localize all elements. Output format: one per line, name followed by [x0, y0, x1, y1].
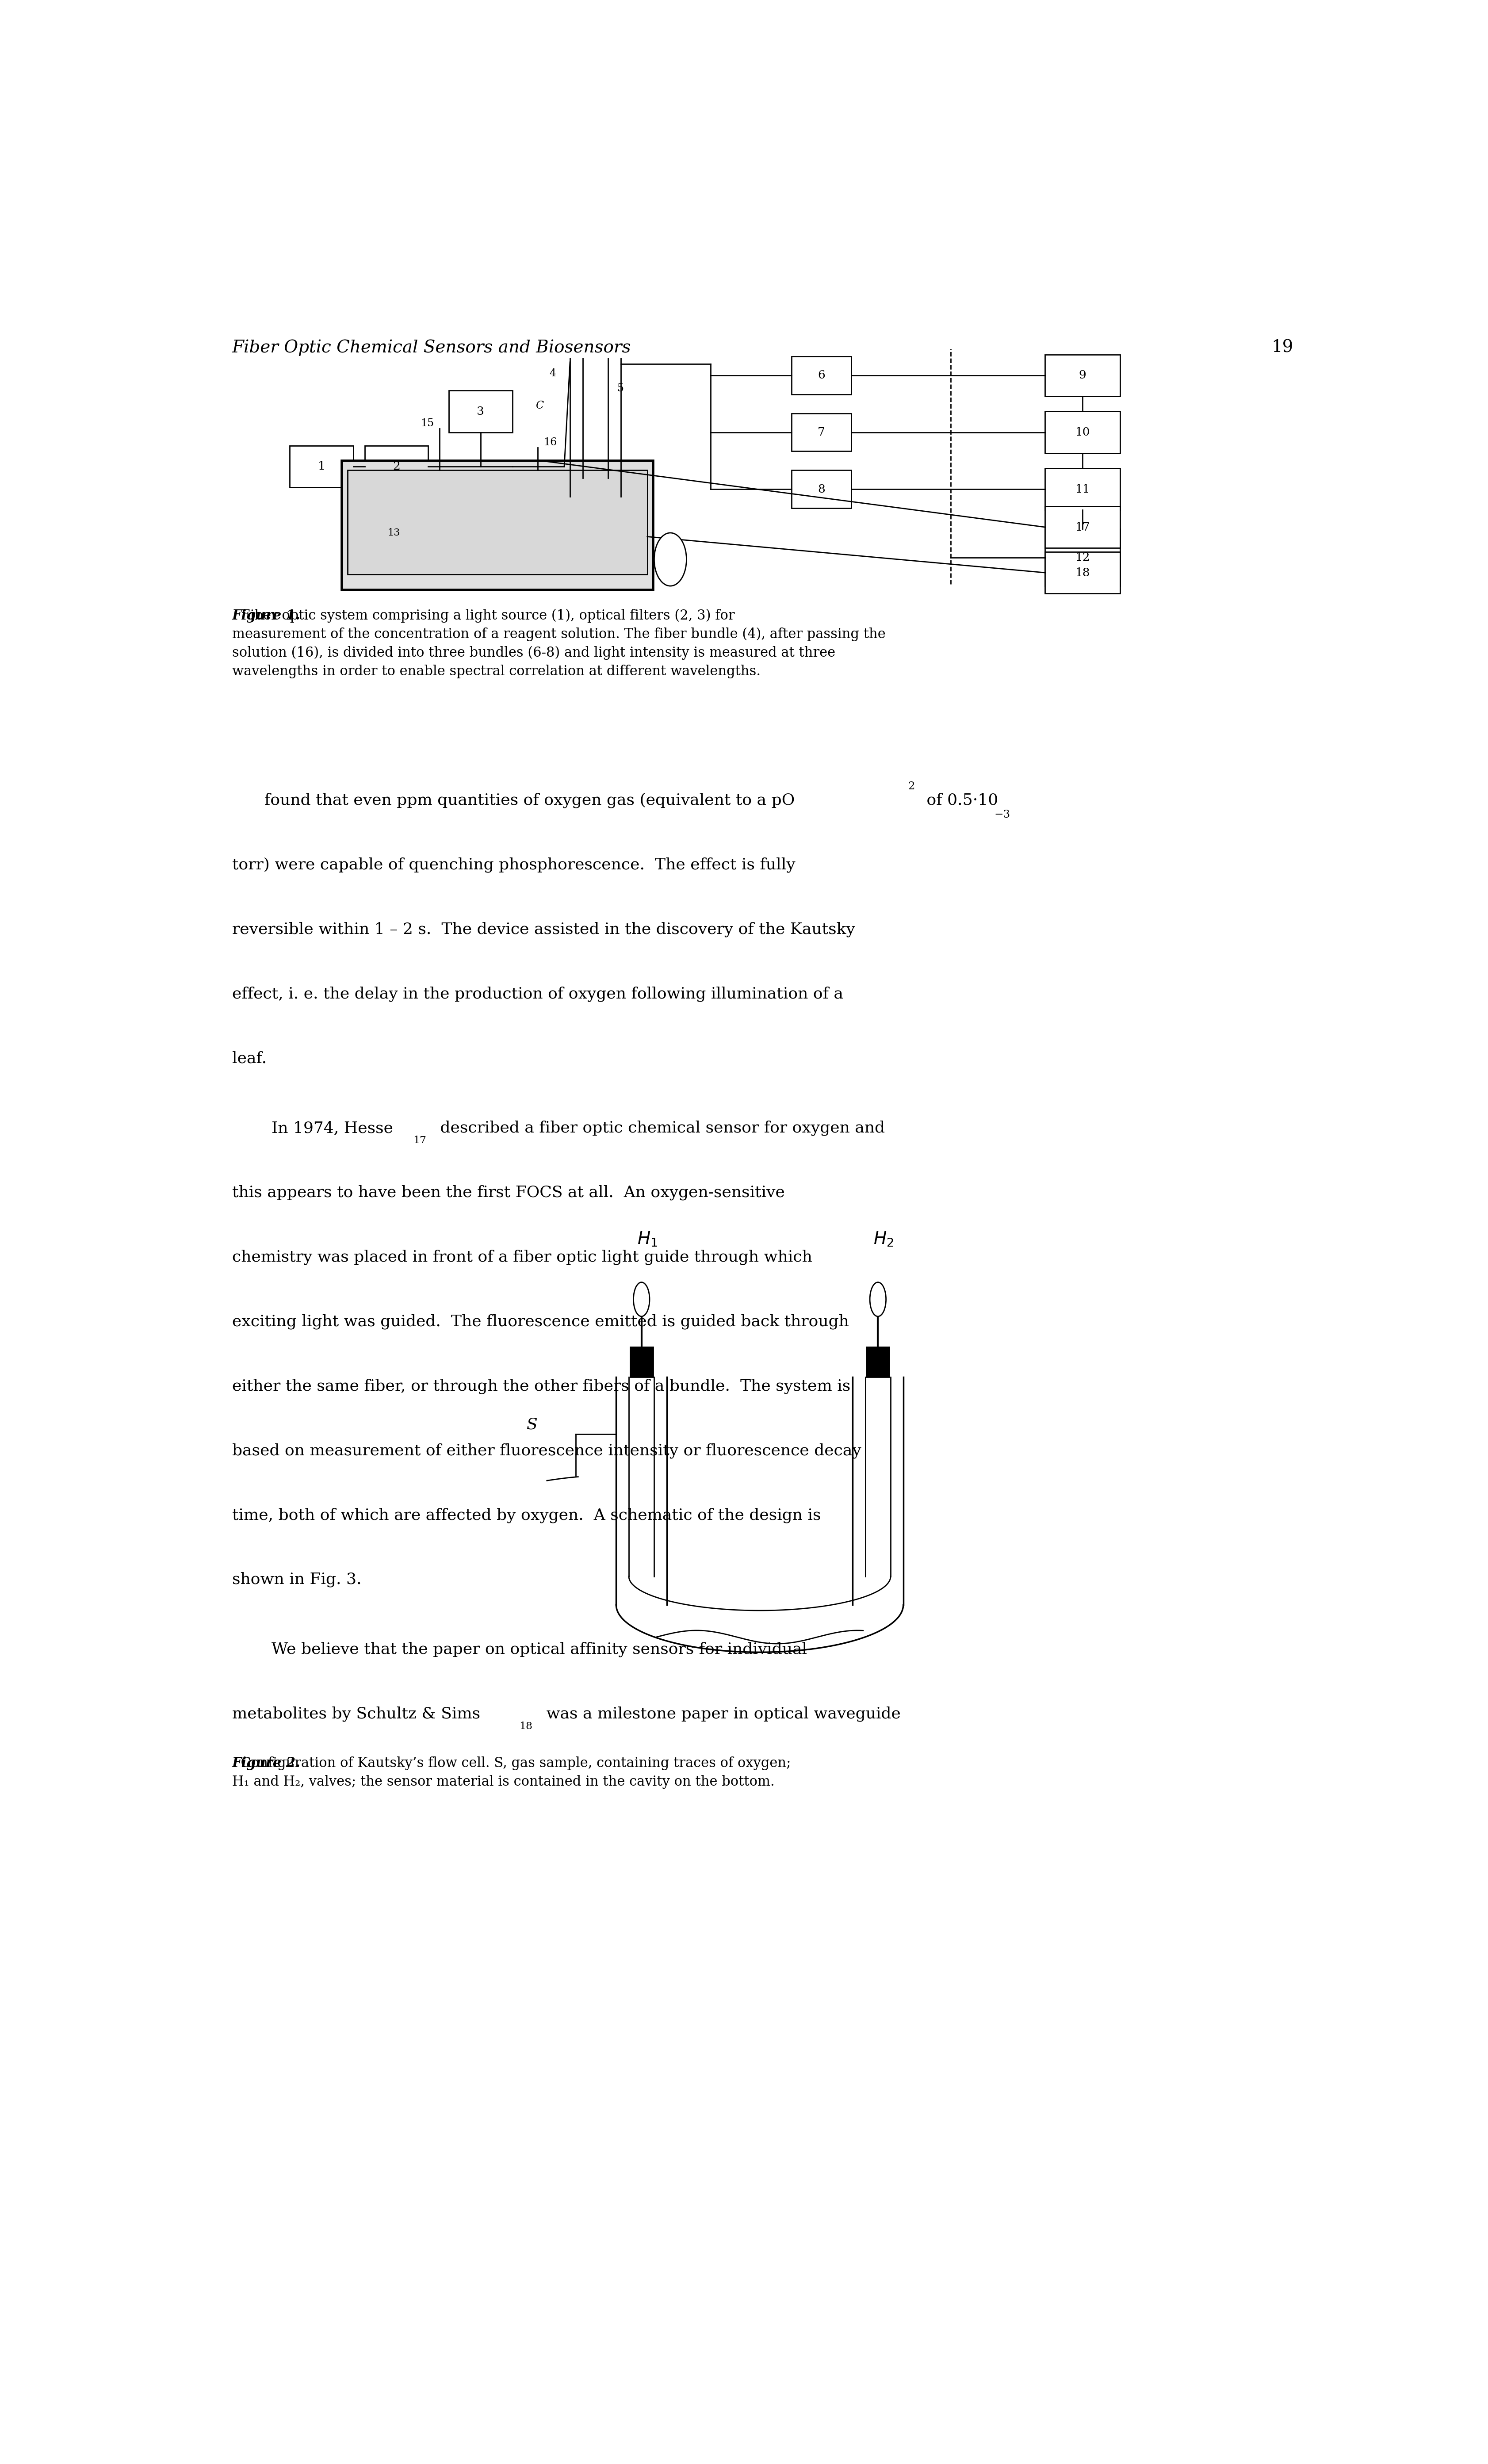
Text: 13: 13: [387, 527, 400, 537]
Text: 1: 1: [318, 461, 326, 473]
Text: 12: 12: [1076, 552, 1091, 564]
Text: effect, i. e. the delay in the production of oxygen following illumination of a: effect, i. e. the delay in the productio…: [232, 986, 844, 1000]
FancyBboxPatch shape: [629, 1348, 653, 1377]
Text: 18: 18: [519, 1722, 533, 1732]
Text: 2: 2: [908, 781, 915, 791]
Text: torr) were capable of quenching phosphorescence.  The effect is fully: torr) were capable of quenching phosphor…: [232, 857, 796, 872]
Text: Figure 1.: Figure 1.: [232, 609, 301, 623]
Text: Figure 2.: Figure 2.: [232, 1757, 301, 1769]
Text: based on measurement of either fluorescence intensity or fluorescence decay: based on measurement of either fluoresce…: [232, 1444, 862, 1459]
FancyBboxPatch shape: [449, 389, 512, 431]
FancyBboxPatch shape: [347, 471, 647, 574]
Text: 14: 14: [665, 554, 676, 564]
Text: $H_1$: $H_1$: [637, 1230, 658, 1249]
Text: chemistry was placed in front of a fiber optic light guide through which: chemistry was placed in front of a fiber…: [232, 1249, 812, 1264]
Text: We believe that the paper on optical affinity sensors for individual: We believe that the paper on optical aff…: [271, 1641, 806, 1656]
Text: 15: 15: [421, 419, 434, 429]
Text: 17: 17: [414, 1136, 427, 1146]
Text: 11: 11: [1076, 483, 1091, 495]
FancyBboxPatch shape: [342, 461, 653, 589]
Text: was a milestone paper in optical waveguide: was a milestone paper in optical wavegui…: [542, 1705, 900, 1722]
Text: 5: 5: [618, 384, 623, 394]
Text: 3: 3: [478, 407, 485, 416]
Text: time, both of which are affected by oxygen.  A schematic of the design is: time, both of which are affected by oxyg…: [232, 1508, 821, 1523]
FancyBboxPatch shape: [792, 471, 851, 508]
FancyBboxPatch shape: [1045, 411, 1120, 453]
Text: Configuration of Kautsky’s flow cell. S, gas sample, containing traces of oxygen: Configuration of Kautsky’s flow cell. S,…: [232, 1757, 790, 1789]
FancyBboxPatch shape: [290, 446, 353, 488]
Text: Fiber Optic Chemical Sensors and Biosensors: Fiber Optic Chemical Sensors and Biosens…: [232, 340, 631, 355]
Text: found that even ppm quantities of oxygen gas (equivalent to a pO: found that even ppm quantities of oxygen…: [265, 793, 795, 808]
FancyBboxPatch shape: [1045, 355, 1120, 397]
Text: of 0.5·10: of 0.5·10: [921, 793, 998, 808]
FancyBboxPatch shape: [792, 357, 851, 394]
Text: reversible within 1 – 2 s.  The device assisted in the discovery of the Kautsky: reversible within 1 – 2 s. The device as…: [232, 922, 856, 936]
Text: shown in Fig. 3.: shown in Fig. 3.: [232, 1572, 362, 1587]
Text: $H_2$: $H_2$: [873, 1230, 894, 1249]
Text: 8: 8: [818, 483, 826, 495]
Text: 10: 10: [1076, 426, 1091, 439]
Ellipse shape: [634, 1281, 650, 1316]
Text: 17: 17: [1076, 522, 1091, 532]
FancyBboxPatch shape: [792, 414, 851, 451]
Text: exciting light was guided.  The fluorescence emitted is guided back through: exciting light was guided. The fluoresce…: [232, 1313, 850, 1328]
Text: 18: 18: [1076, 567, 1091, 579]
FancyBboxPatch shape: [1045, 468, 1120, 510]
Ellipse shape: [870, 1281, 885, 1316]
FancyBboxPatch shape: [1045, 552, 1120, 594]
Text: C: C: [536, 402, 543, 411]
Text: In 1974, Hesse: In 1974, Hesse: [271, 1121, 393, 1136]
Text: 9: 9: [1079, 370, 1086, 382]
FancyBboxPatch shape: [1045, 505, 1120, 547]
Text: S: S: [527, 1417, 537, 1432]
Text: 6: 6: [818, 370, 826, 382]
Text: described a fiber optic chemical sensor for oxygen and: described a fiber optic chemical sensor …: [434, 1121, 885, 1136]
Text: 2: 2: [393, 461, 400, 473]
Circle shape: [655, 532, 686, 586]
Text: metabolites by Schultz & Sims: metabolites by Schultz & Sims: [232, 1705, 481, 1722]
FancyBboxPatch shape: [1045, 530, 1120, 586]
Text: leaf.: leaf.: [232, 1050, 266, 1067]
Text: Fiber optic system comprising a light source (1), optical filters (2, 3) for
mea: Fiber optic system comprising a light so…: [232, 609, 885, 678]
Text: this appears to have been the first FOCS at all.  An oxygen-sensitive: this appears to have been the first FOCS…: [232, 1185, 784, 1200]
Text: −3: −3: [994, 811, 1010, 821]
Text: 4: 4: [549, 370, 557, 379]
Text: 7: 7: [818, 426, 826, 439]
Text: 16: 16: [543, 436, 557, 448]
Text: 19: 19: [1271, 340, 1293, 355]
FancyBboxPatch shape: [365, 446, 429, 488]
Text: either the same fiber, or through the other fibers of a bundle.  The system is: either the same fiber, or through the ot…: [232, 1377, 851, 1395]
FancyBboxPatch shape: [866, 1348, 890, 1377]
